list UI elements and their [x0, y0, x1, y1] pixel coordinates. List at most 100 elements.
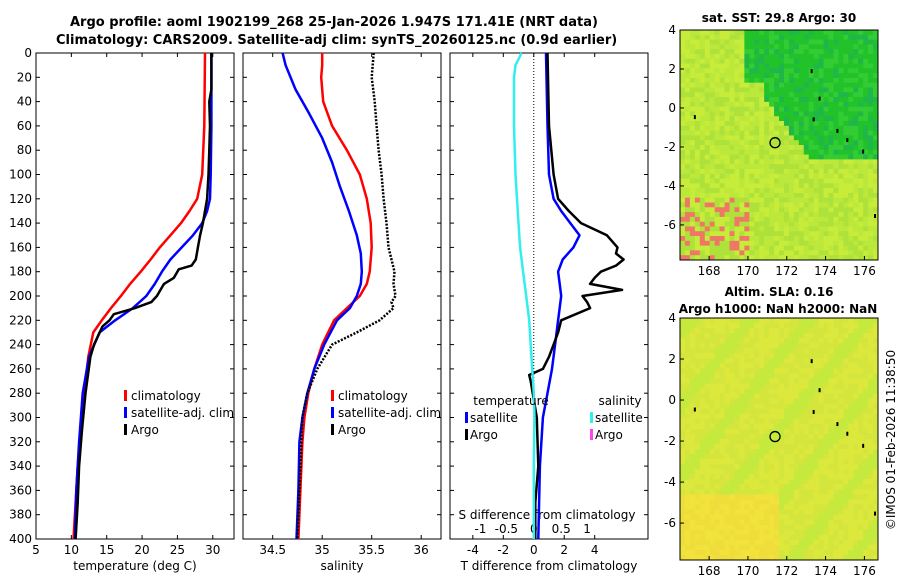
map-cell [779, 529, 785, 536]
map-cell [764, 106, 770, 112]
map-cell [853, 428, 859, 435]
map-cell [783, 111, 790, 117]
map-cell [689, 378, 696, 384]
map-cell [694, 449, 701, 455]
map-cell [873, 519, 879, 526]
map-cell [793, 439, 800, 445]
map-cell [873, 343, 879, 349]
map-cell [759, 101, 765, 108]
map-cell [863, 544, 869, 551]
map-cell [680, 168, 686, 175]
map-cell [873, 154, 879, 160]
map-cell [813, 534, 819, 541]
map-cell [739, 554, 745, 561]
map-cell [868, 489, 874, 495]
map-cell [868, 544, 874, 551]
map-cell [744, 49, 750, 55]
map-cell [754, 53, 760, 60]
map-cell [694, 212, 701, 218]
map-cell [739, 333, 745, 339]
map-cell [808, 433, 815, 440]
map-cell [868, 255, 874, 261]
map-cell [873, 444, 879, 450]
map-cell [699, 168, 706, 175]
map-cell [779, 63, 785, 69]
map-cell [714, 363, 720, 369]
map-cell [793, 549, 800, 556]
map-cell [759, 474, 765, 480]
map-cell [689, 504, 696, 510]
map-cell [833, 135, 839, 141]
map-cell [853, 30, 859, 36]
panel-salinity: 34.5 35 35.5 36salinityclimatologysatellite… [242, 52, 442, 573]
map-cell [853, 178, 859, 184]
map-cell [754, 197, 760, 203]
map-cell [823, 373, 829, 379]
map-cell [709, 413, 716, 420]
map-cell [689, 393, 696, 400]
map-cell [793, 111, 800, 117]
map-cell [734, 82, 740, 88]
map-cell [843, 106, 849, 112]
map-cell [803, 353, 810, 359]
map-cell [734, 449, 740, 455]
map-cell [798, 111, 805, 117]
map-cell [729, 393, 735, 400]
map-cell [813, 544, 819, 551]
map-cell [818, 348, 824, 354]
map-cell [798, 323, 805, 329]
map-cell [749, 549, 755, 556]
map-cell [739, 544, 745, 551]
map-cell [744, 149, 750, 155]
map-cell [868, 413, 874, 420]
map-cell [838, 164, 844, 170]
map-cell [714, 343, 720, 349]
map-cell [863, 149, 869, 155]
map-cell [843, 34, 849, 40]
map-cell [774, 34, 780, 40]
map-cell [724, 164, 730, 170]
map-cell [759, 168, 765, 175]
map-cell [863, 393, 869, 400]
map-cell [769, 106, 775, 112]
map-cell [863, 449, 869, 455]
map-cell [783, 484, 790, 490]
map-cell [714, 454, 720, 460]
map-cell [803, 68, 810, 74]
map-cell [853, 212, 859, 218]
map-cell [793, 353, 800, 359]
map-cell [694, 135, 701, 141]
map-cell [828, 164, 834, 170]
map-cell [813, 549, 819, 556]
map-cell [843, 444, 849, 450]
map-cell [680, 504, 686, 510]
map-cell [749, 423, 755, 430]
map-cell [734, 479, 740, 485]
map-cell [823, 236, 829, 242]
map-cell [828, 413, 834, 420]
map-cell [783, 125, 790, 132]
map-cell [699, 373, 706, 379]
legend-header-salinity: salinity [598, 394, 641, 408]
map-cell [848, 255, 854, 261]
map-cell [868, 479, 874, 485]
map-cell [868, 383, 874, 389]
map-cell [868, 68, 874, 74]
map-cell [853, 363, 859, 369]
map-cell [699, 499, 706, 505]
map-cell [803, 388, 810, 395]
map-cell [759, 454, 765, 460]
map-cell [689, 39, 696, 45]
map-cell [823, 106, 829, 112]
map-cell [793, 226, 800, 232]
map-cell [729, 250, 735, 256]
map-cell [808, 363, 815, 369]
map-cell [818, 554, 824, 561]
map-cell [848, 509, 854, 516]
map-cell [798, 207, 805, 213]
map-cell [734, 489, 740, 495]
map-cell [719, 164, 725, 170]
map-cell [749, 494, 755, 500]
map-cell [684, 106, 691, 112]
map-cell [863, 183, 869, 189]
